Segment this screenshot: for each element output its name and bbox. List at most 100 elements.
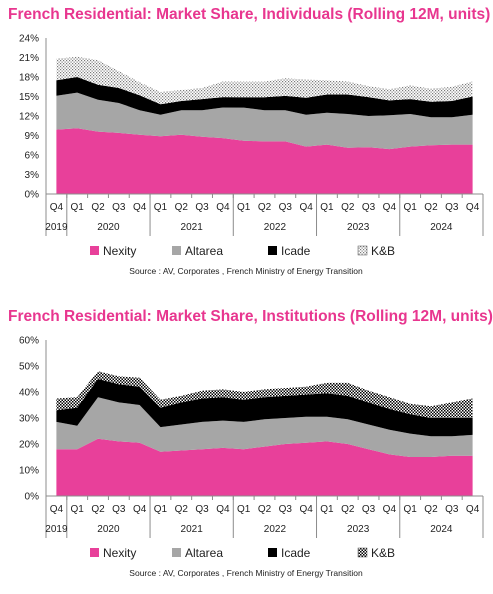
area-nexity — [56, 128, 473, 194]
legend-swatch-nexity — [90, 246, 99, 255]
x-tick-label: Q4 — [299, 202, 313, 213]
year-label: 2023 — [347, 524, 370, 535]
x-tick-label: Q2 — [91, 202, 105, 213]
area-icade — [56, 379, 473, 437]
legend-swatch-icade — [268, 548, 277, 557]
y-tick-label: 50% — [19, 362, 39, 373]
x-tick-label: Q3 — [195, 504, 209, 515]
legend-label-icade: Icade — [281, 244, 311, 258]
x-tick-label: Q4 — [383, 504, 397, 515]
x-tick-label: Q4 — [466, 202, 480, 213]
legend-swatch-altarea — [172, 548, 181, 557]
x-tick-label: Q2 — [258, 202, 272, 213]
y-tick-label: 12% — [19, 112, 39, 123]
x-tick-label: Q4 — [466, 504, 480, 515]
y-tick-label: 21% — [19, 53, 39, 64]
x-tick-label: Q2 — [175, 202, 189, 213]
x-tick-label: Q4 — [133, 504, 147, 515]
x-tick-label: Q4 — [133, 202, 147, 213]
y-tick-label: 10% — [19, 466, 39, 477]
x-tick-label: Q3 — [445, 202, 459, 213]
y-tick-label: 40% — [19, 388, 39, 399]
x-tick-label: Q3 — [279, 202, 293, 213]
x-tick-label: Q3 — [445, 504, 459, 515]
area-k-b — [56, 56, 473, 105]
legend-label-nexity: Nexity — [103, 546, 136, 560]
y-tick-label: 9% — [25, 131, 40, 142]
area-k-b — [56, 371, 473, 418]
chart-title-institutions: French Residential: Market Share, Instit… — [8, 308, 493, 325]
area-altarea — [56, 397, 473, 457]
chart-individuals: 0% 3% 6% 9% 12% 15% 18% 21% 24% Q4 Q1 Q2 Q3 Q4 Q1 Q2 Q3 Q… — [19, 34, 484, 276]
year-label: 2022 — [264, 222, 287, 233]
x-tick-label: Q1 — [237, 202, 251, 213]
area-icade — [56, 77, 473, 118]
legend-label-k-b: K&B — [371, 244, 395, 258]
y-tick-label: 3% — [25, 170, 40, 181]
x-tick-label: Q4 — [299, 504, 313, 515]
year-label: 2019 — [45, 524, 68, 535]
x-tick-label: Q1 — [403, 504, 417, 515]
x-tick-label: Q2 — [424, 202, 438, 213]
x-tick-label: Q2 — [341, 202, 355, 213]
x-tick-label: Q1 — [71, 202, 85, 213]
year-label: 2021 — [181, 524, 204, 535]
x-tick-label: Q2 — [175, 504, 189, 515]
year-label: 2021 — [181, 222, 204, 233]
source-note: Source : AV, Corporates , French Ministr… — [129, 266, 363, 276]
x-tick-label: Q1 — [320, 202, 334, 213]
x-tick-label: Q4 — [50, 504, 64, 515]
y-tick-label: 0% — [25, 492, 40, 503]
x-tick-label: Q4 — [216, 504, 230, 515]
legend-swatch-nexity — [90, 548, 99, 557]
y-tick-label: 15% — [19, 92, 39, 103]
x-tick-label: Q1 — [154, 202, 168, 213]
legend-label-k-b: K&B — [371, 546, 395, 560]
area-altarea — [56, 92, 473, 150]
source-note: Source : AV, Corporates , French Ministr… — [129, 568, 363, 578]
y-tick-label: 6% — [25, 151, 40, 162]
x-tick-label: Q2 — [341, 504, 355, 515]
y-tick-label: 30% — [19, 414, 39, 425]
x-tick-label: Q4 — [383, 202, 397, 213]
x-tick-label: Q3 — [279, 504, 293, 515]
year-label: 2024 — [430, 222, 453, 233]
y-tick-label: 24% — [19, 34, 39, 45]
y-tick-label: 18% — [19, 73, 39, 84]
chart-institutions: 0% 10% 20% 30% 40% 50% 60% Q4 Q1 Q2 Q3 Q4 Q1 Q2 Q3 Q4 Q1… — [19, 336, 484, 578]
x-tick-label: Q1 — [154, 504, 168, 515]
y-tick-label: 60% — [19, 336, 39, 347]
year-label: 2020 — [97, 222, 120, 233]
legend-label-altarea: Altarea — [185, 546, 223, 560]
legend-swatch-icade — [268, 246, 277, 255]
x-tick-label: Q3 — [112, 504, 126, 515]
x-tick-label: Q3 — [362, 504, 376, 515]
legend-swatch-altarea — [172, 246, 181, 255]
year-label: 2019 — [45, 222, 68, 233]
legend-label-altarea: Altarea — [185, 244, 223, 258]
year-label: 2020 — [97, 524, 120, 535]
x-tick-label: Q2 — [91, 504, 105, 515]
year-label: 2022 — [264, 524, 287, 535]
year-label: 2023 — [347, 222, 370, 233]
year-label: 2024 — [430, 524, 453, 535]
y-tick-label: 20% — [19, 440, 39, 451]
x-tick-label: Q3 — [195, 202, 209, 213]
chart-title-individuals: French Residential: Market Share, Indivi… — [8, 6, 491, 23]
x-tick-label: Q2 — [258, 504, 272, 515]
x-tick-label: Q2 — [424, 504, 438, 515]
x-tick-label: Q3 — [112, 202, 126, 213]
x-tick-label: Q3 — [362, 202, 376, 213]
x-tick-label: Q1 — [320, 504, 334, 515]
legend-swatch-k-b — [357, 547, 368, 558]
x-tick-label: Q1 — [237, 504, 251, 515]
area-nexity — [56, 438, 473, 496]
legend-label-nexity: Nexity — [103, 244, 136, 258]
y-tick-label: 0% — [25, 190, 40, 201]
x-tick-label: Q4 — [50, 202, 64, 213]
legend-swatch-k-b — [357, 245, 368, 256]
x-tick-label: Q1 — [71, 504, 85, 515]
legend-label-icade: Icade — [281, 546, 311, 560]
x-tick-label: Q1 — [403, 202, 417, 213]
x-tick-label: Q4 — [216, 202, 230, 213]
